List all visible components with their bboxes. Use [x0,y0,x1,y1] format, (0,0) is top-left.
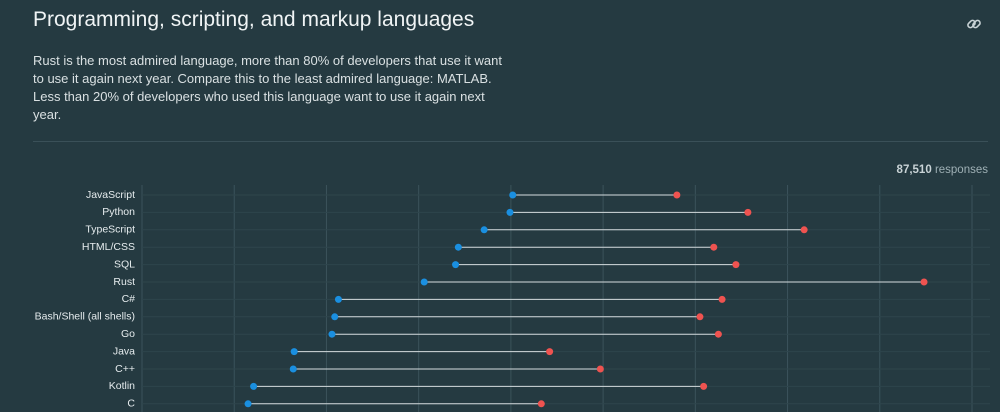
dot [546,348,554,356]
y-tick-label: Bash/Shell (all shells) [35,311,135,323]
dot [452,261,460,269]
y-tick-label: Kotlin [109,380,135,392]
dot [673,191,681,199]
y-tick-label: Rust [113,276,135,288]
y-tick-label: JavaScript [86,189,135,201]
dot [710,243,718,251]
title: Programming, scripting, and markup langu… [33,8,475,31]
dot [420,278,428,286]
link-icon[interactable] [966,16,982,32]
dot [596,365,604,373]
y-tick-label: C [127,398,135,410]
y-tick-label: SQL [114,258,135,270]
y-tick-label: HTML/CSS [82,241,135,253]
y-tick-label: Python [102,206,135,218]
responses-label: responses [934,164,988,176]
responses: 87,510 responses [897,164,988,176]
dot [920,278,928,286]
dot [537,400,545,408]
dot [696,313,704,321]
dot [250,382,258,390]
y-tick-label: Go [121,328,135,340]
responses-count: 87,510 [896,164,932,176]
divider [33,141,988,142]
y-tick-label: Java [113,345,135,357]
dot [334,295,342,303]
dot [331,313,339,321]
dot [290,348,298,356]
dot [744,208,752,216]
dot [328,330,336,338]
dot [718,295,726,303]
dot [800,226,808,234]
y-tick-label: TypeScript [85,224,135,236]
dot [506,208,514,216]
y-tick-label: C++ [115,363,135,375]
dot [289,365,297,373]
dot [480,226,488,234]
description: Rust is the most admired language, more … [33,53,502,122]
dot [732,261,740,269]
y-tick-label: C# [122,293,136,305]
dot [714,330,722,338]
dot [509,191,517,199]
dot [700,382,708,390]
dot [244,400,252,408]
dot [454,243,462,251]
